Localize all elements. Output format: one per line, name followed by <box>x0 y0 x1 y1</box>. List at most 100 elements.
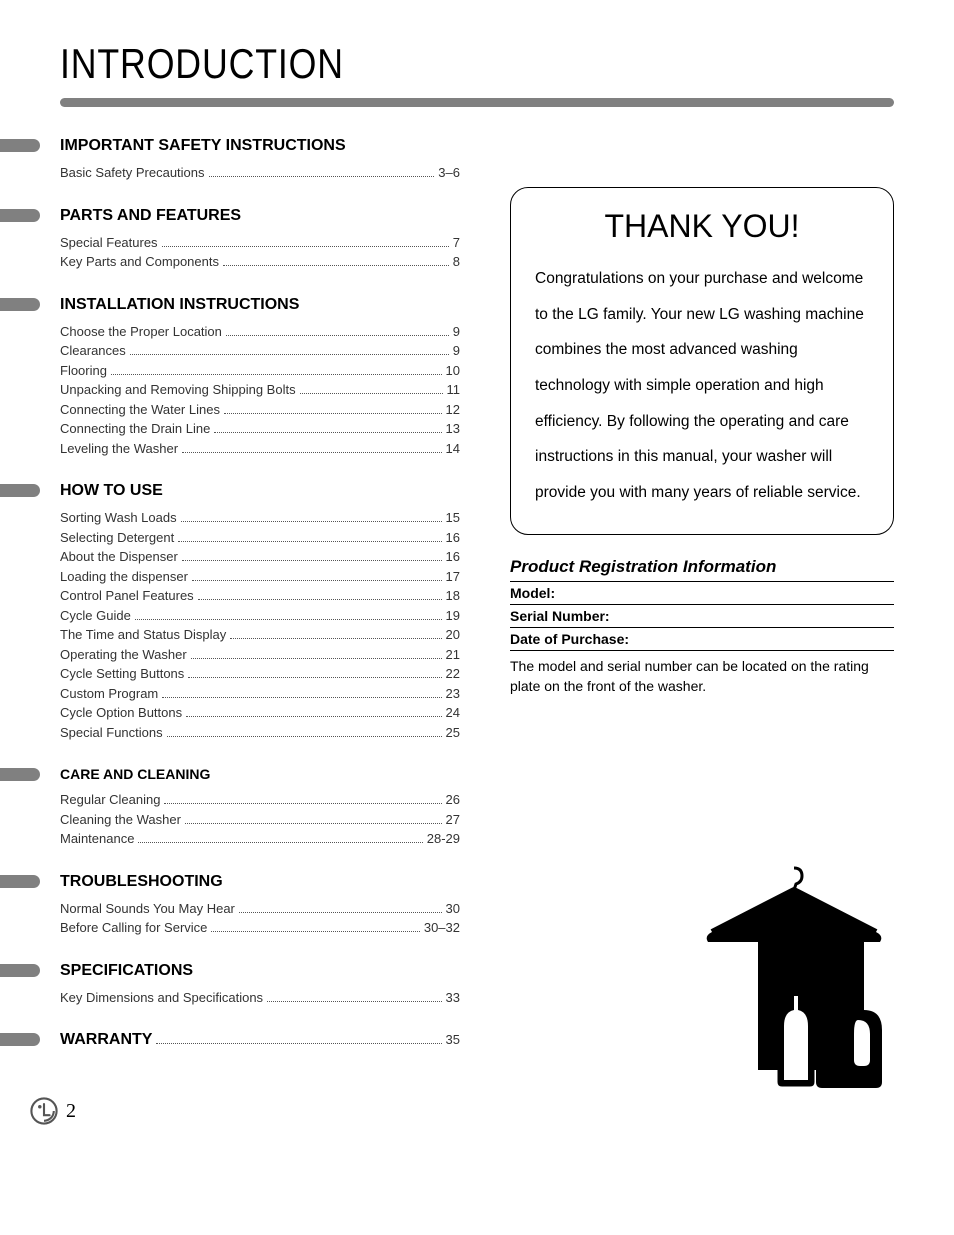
thank-you-box: THANK YOU! Congratulations on your purch… <box>510 187 894 535</box>
toc-entry-page: 11 <box>447 380 461 400</box>
toc-list: Normal Sounds You May Hear30Before Calli… <box>60 899 460 938</box>
toc-dots <box>214 432 441 433</box>
toc-entry-label: Maintenance <box>60 829 134 849</box>
section-heading: INSTALLATION INSTRUCTIONS <box>60 296 460 314</box>
toc-list: Sorting Wash Loads15Selecting Detergent1… <box>60 508 460 742</box>
section-heading: CARE AND CLEANING <box>60 766 460 782</box>
toc-dots <box>164 803 441 804</box>
toc-entry: Sorting Wash Loads15 <box>60 508 460 528</box>
toc-entry-page: 22 <box>446 664 460 684</box>
toc-entry: Connecting the Water Lines 12 <box>60 400 460 420</box>
toc-entry: Key Dimensions and Specifications33 <box>60 988 460 1008</box>
toc-dots <box>209 176 435 177</box>
toc-entry: Unpacking and Removing Shipping Bolts 11 <box>60 380 460 400</box>
toc-column: IMPORTANT SAFETY INSTRUCTIONSBasic Safet… <box>60 137 460 1073</box>
toc-dots <box>224 413 442 414</box>
toc-entry: Special Features 7 <box>60 233 460 253</box>
toc-entry: Before Calling for Service 30–32 <box>60 918 460 938</box>
toc-entry: Choose the Proper Location9 <box>60 322 460 342</box>
warranty-row: WARRANTY 35 <box>60 1031 460 1049</box>
section-pill <box>0 875 40 888</box>
section-pill <box>0 298 40 311</box>
toc-section: HOW TO USE Sorting Wash Loads15Selecting … <box>60 482 460 742</box>
thank-you-title: THANK YOU! <box>535 208 869 245</box>
toc-dots <box>162 246 449 247</box>
toc-entry-page: 16 <box>446 528 460 548</box>
toc-entry: Regular Cleaning26 <box>60 790 460 810</box>
section-heading: TROUBLESHOOTING <box>60 873 460 891</box>
toc-entry: Custom Program 23 <box>60 684 460 704</box>
section-heading: HOW TO USE <box>60 482 460 500</box>
toc-dots <box>223 265 449 266</box>
lg-logo-icon <box>30 1097 58 1125</box>
toc-entry-label: Before Calling for Service <box>60 918 207 938</box>
toc-entry-page: 25 <box>446 723 460 743</box>
toc-entry-page: 12 <box>446 400 460 420</box>
toc-entry-label: Special Functions <box>60 723 163 743</box>
toc-entry-page: 15 <box>446 508 460 528</box>
toc-entry: Control Panel Features18 <box>60 586 460 606</box>
toc-dots <box>198 599 442 600</box>
toc-entry-label: Connecting the Water Lines <box>60 400 220 420</box>
section-pill <box>0 139 40 152</box>
warranty-label: WARRANTY <box>60 1031 152 1049</box>
toc-entry: Cycle Option Buttons24 <box>60 703 460 723</box>
laundry-illustration <box>694 860 894 1095</box>
section-pill <box>0 1033 40 1046</box>
toc-entry: Basic Safety Precautions3–6 <box>60 163 460 183</box>
toc-entry-label: Unpacking and Removing Shipping Bolts <box>60 380 296 400</box>
toc-entry-label: Custom Program <box>60 684 158 704</box>
toc-entry-label: Special Features <box>60 233 158 253</box>
toc-entry: Cleaning the Washer27 <box>60 810 460 830</box>
toc-entry-page: 23 <box>446 684 460 704</box>
section-pill <box>0 484 40 497</box>
page-footer: 2 <box>30 1097 76 1125</box>
toc-entry: Operating the Washer21 <box>60 645 460 665</box>
toc-dots <box>130 354 449 355</box>
toc-dots <box>156 1043 441 1044</box>
toc-entry: Key Parts and Components8 <box>60 252 460 272</box>
toc-entry-label: Control Panel Features <box>60 586 194 606</box>
toc-list: Basic Safety Precautions3–6 <box>60 163 460 183</box>
toc-entry-page: 21 <box>446 645 460 665</box>
toc-dots <box>188 677 441 678</box>
registration-note: The model and serial number can be locat… <box>510 657 894 696</box>
section-pill <box>0 768 40 781</box>
toc-entry-label: Leveling the Washer <box>60 439 178 459</box>
toc-entry-label: Cleaning the Washer <box>60 810 181 830</box>
section-pill <box>0 964 40 977</box>
page-number: 2 <box>66 1100 76 1123</box>
toc-dots <box>230 638 441 639</box>
toc-section: SPECIFICATIONSKey Dimensions and Specifi… <box>60 962 460 1008</box>
toc-entry: Loading the dispenser17 <box>60 567 460 587</box>
toc-entry-page: 30–32 <box>424 918 460 938</box>
toc-entry-page: 20 <box>446 625 460 645</box>
toc-entry: The Time and Status Display20 <box>60 625 460 645</box>
toc-list: Choose the Proper Location9Clearances9Fl… <box>60 322 460 459</box>
toc-list: Regular Cleaning26Cleaning the Washer27M… <box>60 790 460 849</box>
warranty-page: 35 <box>446 1032 460 1047</box>
toc-dots <box>135 619 442 620</box>
toc-list: Key Dimensions and Specifications33 <box>60 988 460 1008</box>
toc-entry: Normal Sounds You May Hear30 <box>60 899 460 919</box>
toc-entry: Connecting the Drain Line13 <box>60 419 460 439</box>
section-pill <box>0 209 40 222</box>
toc-entry-page: 28-29 <box>427 829 460 849</box>
toc-dots <box>186 716 441 717</box>
toc-entry-page: 9 <box>453 322 460 342</box>
manual-page: INTRODUCTION IMPORTANT SAFETY INSTRUCTIO… <box>0 0 954 1155</box>
toc-entry: Cycle Guide19 <box>60 606 460 626</box>
toc-entry-page: 7 <box>453 233 460 253</box>
toc-entry-label: Connecting the Drain Line <box>60 419 210 439</box>
toc-entry-page: 26 <box>446 790 460 810</box>
toc-entry-label: Flooring <box>60 361 107 381</box>
toc-entry-page: 33 <box>446 988 460 1008</box>
toc-dots <box>191 658 442 659</box>
toc-dots <box>226 335 449 336</box>
page-title: INTRODUCTION <box>60 40 769 88</box>
toc-entry-page: 19 <box>446 606 460 626</box>
toc-entry-label: About the Dispenser <box>60 547 178 567</box>
toc-dots <box>300 393 443 394</box>
toc-entry: Selecting Detergent16 <box>60 528 460 548</box>
toc-entry: About the Dispenser16 <box>60 547 460 567</box>
